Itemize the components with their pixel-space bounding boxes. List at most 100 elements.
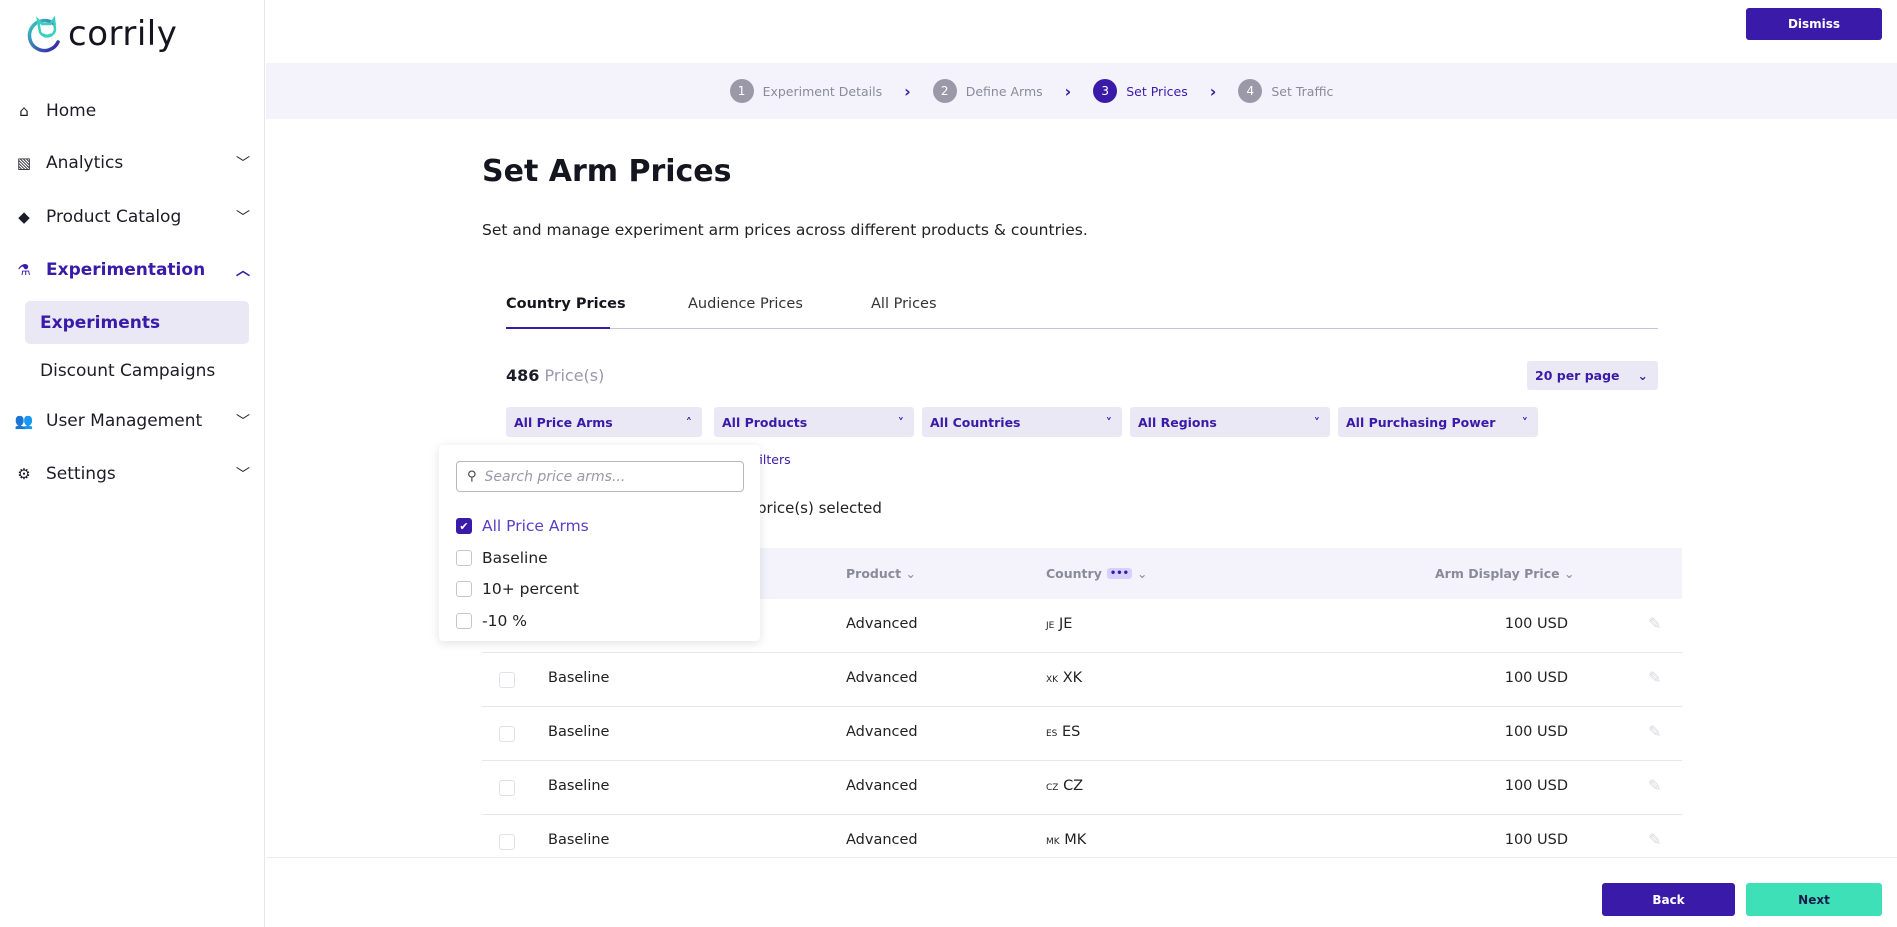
dismiss-button[interactable]: Dismiss (1746, 8, 1882, 40)
filter-regions[interactable]: All Regions ˅ (1130, 407, 1330, 437)
sidebar-item-experiments[interactable]: Experiments (25, 301, 249, 344)
filter-label: All Products (722, 414, 808, 430)
clear-filters-link[interactable]: filters (755, 452, 791, 467)
sidebar-item-experimentation[interactable]: ⚗ Experimentation ︿ (14, 250, 250, 290)
option-label: -10 % (482, 612, 527, 630)
option-all-price-arms[interactable]: ✔ All Price Arms (456, 517, 589, 535)
filter-countries[interactable]: All Countries ˅ (922, 407, 1122, 437)
edit-pencil-icon[interactable]: ✎ (1648, 830, 1662, 849)
chevron-down-icon: ˅ (1313, 414, 1320, 430)
country-code: JE (1058, 616, 1073, 632)
option-baseline[interactable]: Baseline (456, 549, 548, 567)
sidebar-item-label: Home (46, 101, 97, 121)
sidebar: corrily ⌂ Home ▧ Analytics ﹀ ◆ Product Catal… (0, 0, 265, 927)
next-button[interactable]: Next (1746, 883, 1882, 916)
filter-label: All Price Arms (514, 414, 613, 430)
chevron-down-icon: ﹀ (236, 414, 250, 430)
checkbox[interactable] (456, 613, 472, 629)
filter-purchasing-power[interactable]: All Purchasing Power ˅ (1338, 407, 1538, 437)
country-flag-code: XK (1046, 675, 1059, 685)
filter-price-arms[interactable]: All Price Arms ˄ (506, 407, 702, 437)
tab-country-prices[interactable]: Country Prices (506, 296, 626, 312)
step-set-prices[interactable]: 3 Set Prices (1093, 79, 1188, 103)
column-header-product[interactable]: Product ⌄ (846, 566, 916, 581)
edit-pencil-icon[interactable]: ✎ (1648, 776, 1662, 795)
cell-country: JE JE (1046, 616, 1072, 632)
step-label: Experiment Details (762, 83, 883, 99)
edit-pencil-icon[interactable]: ✎ (1648, 722, 1662, 741)
cell-price: 100 USD (1504, 778, 1568, 794)
back-button[interactable]: Back (1602, 883, 1735, 916)
corrily-logo[interactable]: corrily (24, 14, 177, 54)
chevron-down-icon: ⌄ (905, 566, 916, 581)
edit-pencil-icon[interactable]: ✎ (1648, 668, 1662, 687)
row-checkbox[interactable] (499, 780, 515, 796)
count-label: Price(s) (544, 366, 605, 385)
header-label: Product (846, 566, 902, 581)
row-checkbox[interactable] (499, 672, 515, 688)
sidebar-item-home[interactable]: ⌂ Home (14, 91, 250, 131)
cell-country: XK XK (1046, 670, 1082, 686)
step-label: Set Prices (1126, 83, 1188, 99)
analytics-icon: ▧ (16, 154, 32, 172)
cell-product: Advanced (846, 670, 918, 686)
row-checkbox[interactable] (499, 834, 515, 850)
footer: Back Next (266, 857, 1897, 927)
checkbox[interactable] (456, 581, 472, 597)
cell-product: Advanced (846, 724, 918, 740)
step-set-traffic[interactable]: 4 Set Traffic (1238, 79, 1333, 103)
edit-pencil-icon[interactable]: ✎ (1648, 614, 1662, 633)
step-number: 4 (1238, 79, 1263, 103)
search-price-arms-input[interactable] (484, 468, 725, 485)
country-code: MK (1064, 832, 1087, 848)
filter-products[interactable]: All Products ˅ (714, 407, 914, 437)
option-minus-10-percent[interactable]: -10 % (456, 612, 527, 630)
more-icon[interactable]: ••• (1106, 568, 1133, 579)
step-define-arms[interactable]: 2 Define Arms (932, 79, 1043, 103)
cell-product: Advanced (846, 832, 918, 848)
users-icon: 👥 (14, 412, 34, 430)
price-count: 486 Price(s) (506, 366, 604, 385)
sidebar-item-analytics[interactable]: ▧ Analytics ﹀ (14, 143, 250, 183)
country-flag-code: ES (1046, 729, 1058, 739)
sidebar-item-discount-campaigns[interactable]: Discount Campaigns (25, 349, 249, 392)
column-header-arm-display-price[interactable]: Arm Display Price ⌄ (1435, 566, 1574, 581)
filter-label: All Regions (1138, 414, 1217, 430)
sidebar-item-settings[interactable]: ⚙ Settings ﹀ (14, 454, 250, 494)
option-label: 10+ percent (482, 580, 580, 598)
table-row[interactable]: Baseline Advanced XK XK 100 USD ✎ (482, 653, 1682, 707)
filter-label: All Purchasing Power (1346, 414, 1496, 430)
sidebar-item-user-management[interactable]: 👥 User Management ﹀ (14, 401, 250, 441)
option-10-plus-percent[interactable]: 10+ percent (456, 580, 579, 598)
tab-audience-prices[interactable]: Audience Prices (688, 296, 803, 312)
checkbox[interactable] (456, 550, 472, 566)
checkbox-checked-icon[interactable]: ✔ (456, 518, 472, 534)
step-experiment-details[interactable]: 1 Experiment Details (729, 79, 883, 103)
count-value: 486 (506, 366, 540, 385)
header-label: Country (1046, 566, 1102, 581)
per-page-select[interactable]: 20 per page ⌄ (1527, 361, 1658, 390)
tabs-divider (506, 328, 1658, 329)
sidebar-item-product-catalog[interactable]: ◆ Product Catalog ﹀ (14, 197, 250, 237)
search-price-arms[interactable]: ⚲ (456, 461, 744, 492)
column-header-country[interactable]: Country ••• ⌄ (1046, 566, 1148, 581)
step-label: Set Traffic (1271, 83, 1334, 99)
table-row[interactable]: Baseline Advanced CZ CZ 100 USD ✎ (482, 761, 1682, 815)
tab-all-prices[interactable]: All Prices (871, 296, 937, 312)
country-code: ES (1062, 724, 1081, 740)
cell-price: 100 USD (1504, 616, 1568, 632)
chevron-down-icon: ⌄ (1137, 566, 1148, 581)
cell-price: 100 USD (1504, 724, 1568, 740)
stepper: 1 Experiment Details › 2 Define Arms › 3 Se… (266, 63, 1897, 119)
chevron-down-icon: ⌄ (1563, 566, 1575, 581)
page-subtitle: Set and manage experiment arm prices acr… (482, 221, 1088, 239)
chevron-down-icon: ˅ (1105, 414, 1112, 430)
country-flag-code: CZ (1046, 783, 1059, 793)
sidebar-item-label: User Management (46, 411, 203, 431)
chevron-down-icon: ˅ (897, 414, 904, 430)
chevron-right-icon: › (904, 81, 911, 101)
row-checkbox[interactable] (499, 726, 515, 742)
chevron-up-icon: ︿ (236, 263, 250, 279)
tag-icon: ◆ (18, 208, 30, 226)
table-row[interactable]: Baseline Advanced ES ES 100 USD ✎ (482, 707, 1682, 761)
